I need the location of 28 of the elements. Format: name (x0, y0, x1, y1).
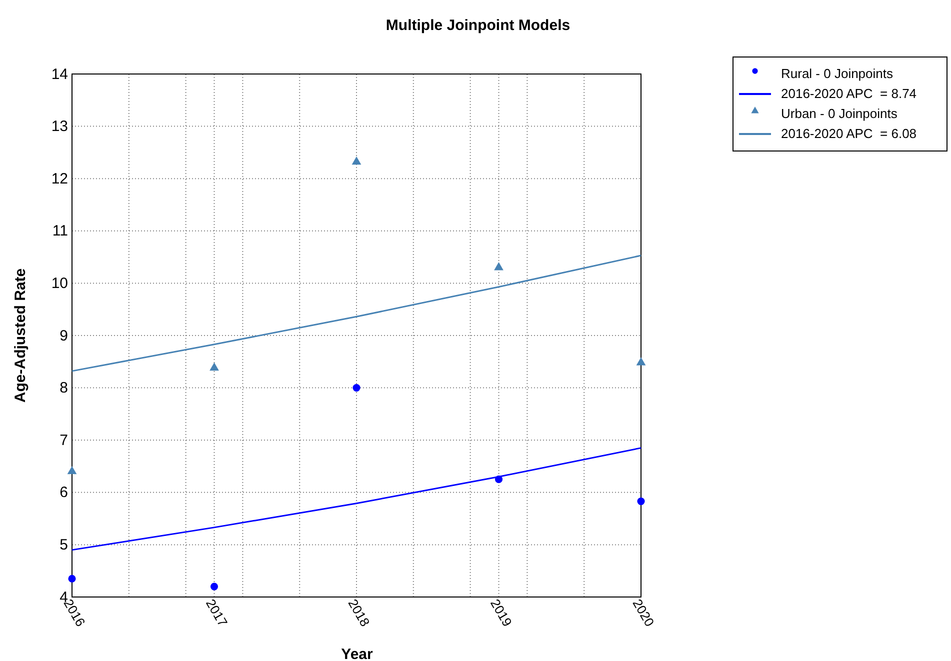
y-tick-label: 10 (51, 275, 68, 292)
x-axis-title: Year (341, 646, 374, 661)
chart-title: Multiple Joinpoint Models (386, 17, 570, 34)
point (352, 384, 360, 392)
point (494, 262, 504, 270)
y-tick-label: 6 (60, 484, 68, 502)
point (68, 574, 76, 582)
legend-label: 2016-2020 APC = 6.08 (781, 126, 917, 141)
y-axis-title: Age-Adjusted Rate (12, 268, 29, 403)
y-tick-label: 9 (60, 327, 68, 344)
point (210, 582, 218, 590)
y-tick-label: 13 (51, 118, 68, 136)
point (636, 357, 646, 366)
legend-label: Rural - 0 Joinpoints (781, 66, 894, 81)
point (637, 498, 645, 506)
point (352, 156, 362, 165)
y-tick-label: 7 (60, 432, 68, 449)
y-tick-label: 8 (60, 380, 68, 397)
y-tick-label: 12 (51, 170, 68, 188)
line-series (71, 447, 642, 551)
y-tick-label: 5 (60, 536, 68, 554)
legend-label: Urban - 0 Joinpoints (781, 106, 898, 121)
point (67, 466, 77, 474)
point (210, 362, 219, 371)
y-tick-label: 14 (51, 66, 68, 83)
y-tick-label: 11 (52, 222, 68, 240)
legend-label: 2016-2020 APC = 8.74 (781, 86, 917, 101)
line-series (71, 254, 642, 372)
